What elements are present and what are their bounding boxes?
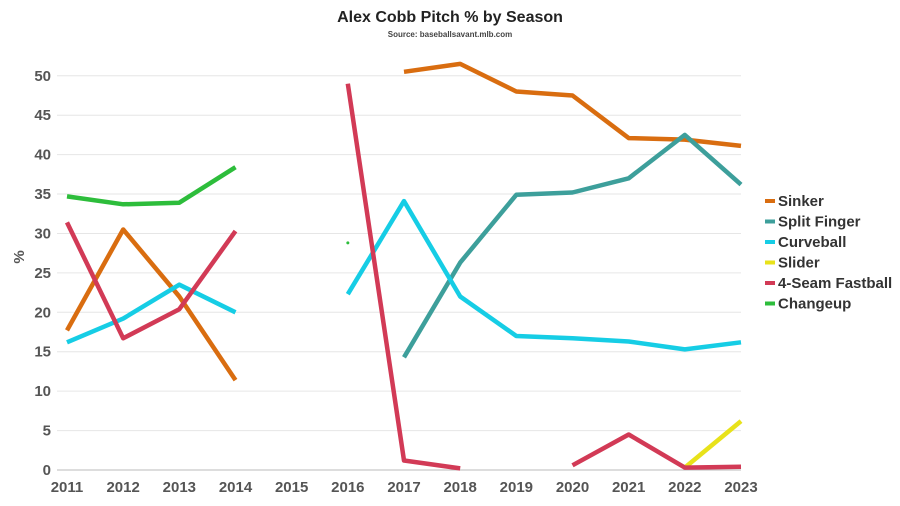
series-line-slider — [683, 419, 743, 470]
series-line-4-seam-fastball — [345, 83, 461, 471]
legend-swatch — [765, 301, 775, 306]
series-slider — [683, 419, 743, 470]
series-curveball — [66, 198, 742, 352]
y-tick-label: 40 — [34, 147, 51, 164]
legend-label: Curveball — [778, 234, 846, 251]
y-tick-label: 20 — [34, 304, 51, 321]
x-tick-label: 2012 — [106, 479, 139, 496]
legend-swatch — [765, 240, 775, 244]
y-tick-label: 10 — [34, 383, 51, 400]
x-tick-label: 2022 — [668, 479, 701, 496]
x-tick-label: 2015 — [275, 479, 308, 496]
y-tick-label: 0 — [43, 462, 51, 479]
series-changeup — [66, 165, 350, 245]
gridlines — [57, 75, 741, 471]
x-tick-label: 2018 — [443, 479, 476, 496]
x-tick-label: 2014 — [219, 479, 253, 496]
y-tick-label: 50 — [34, 68, 51, 85]
legend-label: Sinker — [778, 193, 824, 210]
x-tick-label: 2021 — [612, 479, 645, 496]
legend-swatch — [765, 219, 775, 224]
series-lines — [64, 61, 743, 471]
legend-item-changeup: Changeup — [765, 296, 851, 313]
series-line-changeup — [66, 165, 237, 207]
legend-item-sinker: Sinker — [765, 193, 824, 210]
y-tick-label: 15 — [34, 344, 51, 361]
x-axis-ticks: 2011 2012 2013 2014 2015 2016 2017 2018 2019 2020… — [51, 479, 758, 496]
legend-swatch — [765, 199, 775, 203]
y-tick-label: 5 — [43, 423, 51, 440]
x-tick-label: 2016 — [331, 479, 364, 496]
x-tick-label: 2023 — [724, 479, 757, 496]
x-tick-label: 2011 — [51, 479, 84, 496]
series-sinker — [65, 61, 742, 382]
legend-swatch — [765, 281, 775, 285]
y-tick-label: 35 — [34, 186, 51, 203]
x-tick-label: 2019 — [500, 479, 533, 496]
series-line-split-finger — [402, 132, 743, 359]
y-tick-label: 25 — [34, 265, 51, 282]
series-line-curveball — [66, 282, 237, 345]
x-tick-label: 2013 — [163, 479, 196, 496]
y-axis-label: % — [11, 250, 28, 263]
x-tick-label: 2017 — [387, 479, 420, 496]
series-line-4-seam-fastball — [571, 432, 742, 470]
y-tick-label: 30 — [34, 225, 51, 242]
legend-label: Changeup — [778, 296, 851, 313]
series-line-4-seam-fastball — [64, 221, 238, 341]
y-tick-label: 45 — [34, 107, 51, 124]
data-point-changeup — [346, 241, 350, 245]
legend: Sinker Split Finger Curveball Slider 4-Seam … — [765, 193, 892, 313]
legend-item-slider: Slider — [765, 255, 820, 272]
series-split-finger — [402, 132, 743, 359]
series-line-sinker — [65, 227, 238, 382]
legend-item-4-seam-fastball: 4-Seam Fastball — [765, 275, 892, 292]
legend-label: 4-Seam Fastball — [778, 275, 892, 292]
legend-label: Slider — [778, 255, 820, 272]
legend-item-split-finger: Split Finger — [765, 214, 861, 231]
chart-subtitle: Source: baseballsavant.mlb.com — [388, 30, 513, 39]
x-tick-label: 2020 — [556, 479, 589, 496]
series-4-seam-fastball — [64, 83, 742, 471]
legend-label: Split Finger — [778, 214, 861, 231]
legend-item-curveball: Curveball — [765, 234, 846, 251]
legend-swatch — [765, 260, 775, 265]
chart-title: Alex Cobb Pitch % by Season — [337, 9, 563, 26]
series-line-curveball — [345, 198, 742, 352]
y-axis-ticks: 0 5 10 15 20 25 30 35 40 45 50 — [34, 68, 51, 479]
series-line-sinker — [403, 61, 742, 149]
